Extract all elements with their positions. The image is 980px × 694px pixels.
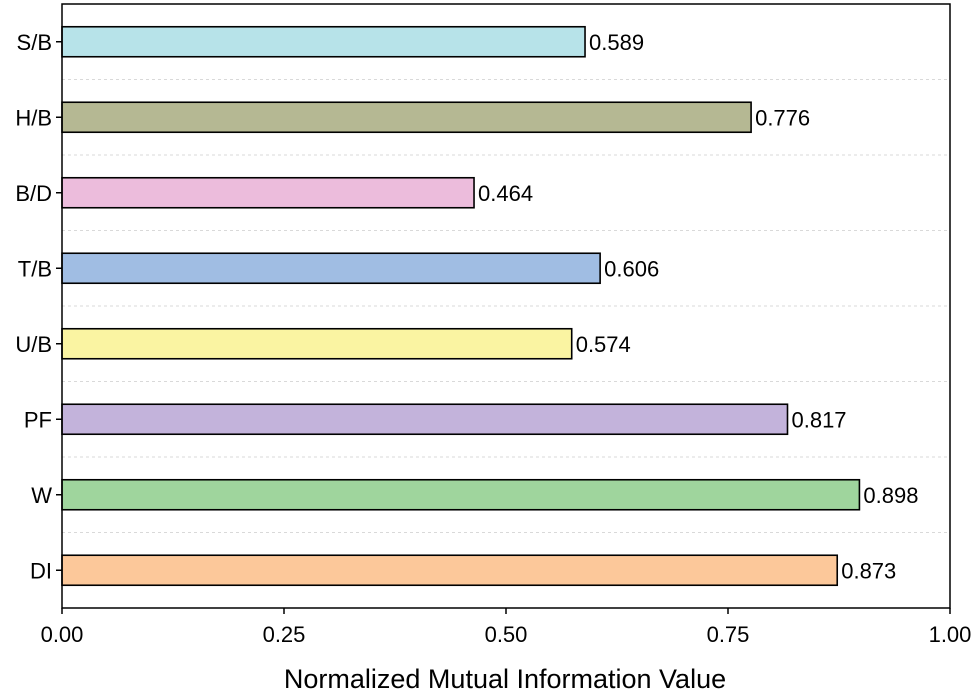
x-axis-title: Normalized Mutual Information Value bbox=[284, 664, 726, 694]
grid-lines bbox=[62, 79, 950, 533]
plot-frame bbox=[61, 3, 951, 609]
value-label: 0.898 bbox=[863, 483, 918, 508]
y-tick-label: S/B bbox=[17, 30, 52, 55]
value-label: 0.464 bbox=[478, 181, 533, 206]
y-axis-ticks: S/B H/B B/D T/B U/B PF W DI bbox=[15, 30, 62, 583]
y-tick-label: U/B bbox=[15, 332, 52, 357]
bar-di bbox=[61, 554, 839, 587]
value-labels: 0.589 0.776 0.464 0.606 0.574 0.817 0.898 0.873 bbox=[478, 30, 918, 584]
bar-w bbox=[61, 478, 861, 511]
x-axis-ticks: 0.00 0.25 0.50 0.75 1.00 bbox=[41, 608, 972, 647]
bar-b-d bbox=[61, 176, 475, 209]
value-label: 0.574 bbox=[576, 332, 631, 357]
value-label: 0.817 bbox=[791, 407, 846, 432]
value-label: 0.776 bbox=[755, 105, 810, 130]
y-tick-label: W bbox=[31, 483, 52, 508]
bar-t-b bbox=[61, 252, 601, 285]
bars bbox=[61, 25, 861, 587]
value-label: 0.606 bbox=[604, 256, 659, 281]
y-tick-label: T/B bbox=[18, 256, 52, 281]
y-tick-label: PF bbox=[24, 407, 52, 432]
x-tick-label: 0.75 bbox=[707, 622, 750, 647]
y-tick-label: DI bbox=[30, 558, 52, 583]
x-tick-label: 1.00 bbox=[929, 622, 972, 647]
bar-s-b bbox=[61, 25, 586, 58]
value-label: 0.589 bbox=[589, 30, 644, 55]
y-tick-label: B/D bbox=[15, 181, 52, 206]
bar-u-b bbox=[61, 327, 573, 360]
x-tick-label: 0.00 bbox=[41, 622, 84, 647]
x-tick-label: 0.25 bbox=[263, 622, 306, 647]
x-tick-label: 0.50 bbox=[485, 622, 528, 647]
value-label: 0.873 bbox=[841, 558, 896, 583]
bar-pf bbox=[61, 403, 789, 436]
y-tick-label: H/B bbox=[15, 105, 52, 130]
bar-h-b bbox=[61, 101, 752, 134]
